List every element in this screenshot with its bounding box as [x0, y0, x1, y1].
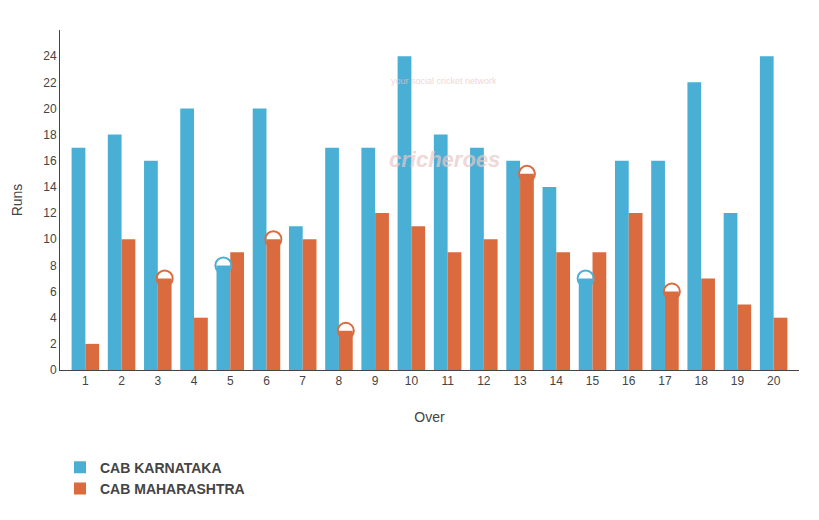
svg-text:CAB KARNATAKA: CAB KARNATAKA	[100, 460, 222, 476]
svg-text:your social cricket network: your social cricket network	[391, 76, 497, 86]
svg-text:0: 0	[50, 363, 57, 377]
svg-text:10: 10	[405, 374, 419, 388]
svg-text:8: 8	[50, 259, 57, 273]
svg-text:24: 24	[43, 49, 57, 63]
svg-text:11: 11	[441, 374, 454, 388]
svg-text:8: 8	[336, 374, 343, 388]
svg-text:18: 18	[43, 128, 57, 142]
svg-text:1: 1	[82, 374, 89, 388]
svg-text:16: 16	[622, 374, 636, 388]
svg-text:Over: Over	[414, 409, 445, 425]
svg-text:6: 6	[263, 374, 270, 388]
svg-text:22: 22	[43, 76, 57, 90]
svg-text:14: 14	[43, 180, 57, 194]
svg-text:10: 10	[43, 232, 57, 246]
svg-text:18: 18	[695, 374, 709, 388]
svg-text:16: 16	[43, 154, 57, 168]
svg-text:12: 12	[43, 206, 57, 220]
svg-text:4: 4	[50, 311, 57, 325]
svg-text:14: 14	[550, 374, 564, 388]
svg-text:17: 17	[658, 374, 672, 388]
svg-text:Runs: Runs	[9, 184, 25, 217]
svg-text:12: 12	[477, 374, 491, 388]
svg-text:2: 2	[118, 374, 125, 388]
svg-text:9: 9	[372, 374, 379, 388]
svg-text:20: 20	[767, 374, 781, 388]
svg-text:CAB MAHARASHTRA: CAB MAHARASHTRA	[100, 481, 245, 497]
svg-text:19: 19	[731, 374, 745, 388]
svg-text:cricheroes: cricheroes	[389, 147, 500, 172]
svg-text:3: 3	[154, 374, 161, 388]
svg-text:2: 2	[50, 337, 57, 351]
svg-text:15: 15	[586, 374, 600, 388]
svg-text:20: 20	[43, 102, 57, 116]
svg-text:5: 5	[227, 374, 234, 388]
svg-text:6: 6	[50, 285, 57, 299]
svg-text:4: 4	[191, 374, 198, 388]
svg-text:7: 7	[299, 374, 306, 388]
svg-text:13: 13	[513, 374, 527, 388]
